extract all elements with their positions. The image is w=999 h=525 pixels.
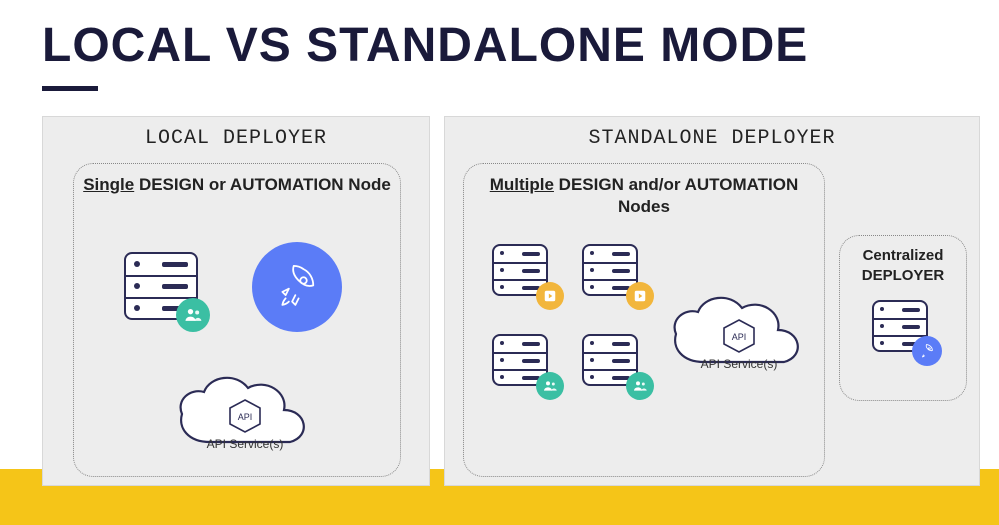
centralized-box: Centralized DEPLOYER xyxy=(839,235,967,401)
page-title: LOCAL VS STANDALONE MODE xyxy=(42,18,808,73)
standalone-box: Multiple DESIGN and/or AUTOMATION Nodes xyxy=(463,163,825,477)
node-3 xyxy=(492,334,548,386)
standalone-cloud: API API Service(s) xyxy=(664,284,814,379)
node-1 xyxy=(492,244,548,296)
standalone-panel-title: STANDALONE DEPLOYER xyxy=(445,127,979,150)
local-box: Single DESIGN or AUTOMATION Node xyxy=(73,163,401,477)
standalone-heading: Multiple DESIGN and/or AUTOMATION Nodes xyxy=(464,164,824,222)
local-heading: Single DESIGN or AUTOMATION Node xyxy=(74,164,400,200)
standalone-panel: STANDALONE DEPLOYER Multiple DESIGN and/… xyxy=(444,116,980,486)
play-badge-icon xyxy=(626,282,654,310)
cloud-label: API Service(s) xyxy=(664,357,814,371)
centralized-heading: Centralized DEPLOYER xyxy=(840,236,966,287)
svg-text:API: API xyxy=(732,332,747,342)
users-badge-icon xyxy=(626,372,654,400)
node-4 xyxy=(582,334,638,386)
node-2 xyxy=(582,244,638,296)
centralized-server xyxy=(872,300,928,352)
local-cloud: API API Service(s) xyxy=(170,364,320,459)
cloud-label: API Service(s) xyxy=(170,437,320,451)
rocket-badge-icon xyxy=(912,336,942,366)
title-rule xyxy=(42,86,98,91)
users-badge-icon xyxy=(536,372,564,400)
play-badge-icon xyxy=(536,282,564,310)
local-server xyxy=(124,252,198,320)
local-panel-title: LOCAL DEPLOYER xyxy=(43,127,429,150)
rocket-icon xyxy=(252,242,342,332)
local-panel: LOCAL DEPLOYER Single DESIGN or AUTOMATI… xyxy=(42,116,430,486)
svg-text:API: API xyxy=(238,412,253,422)
users-badge-icon xyxy=(176,298,210,332)
